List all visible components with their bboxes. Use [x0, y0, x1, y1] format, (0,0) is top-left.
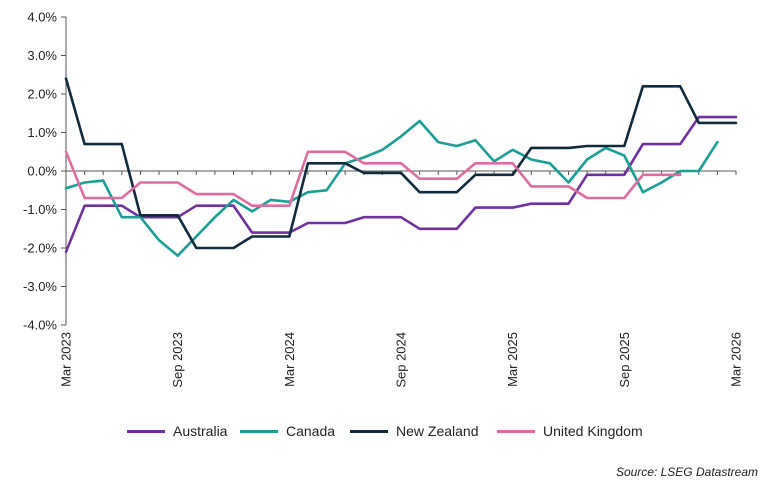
x-axis: Mar 2023 Sep 2023 Mar 2024 Sep 2024 Mar 2025…	[59, 170, 744, 388]
series-line-united-kingdom	[64, 150, 682, 207]
legend-item-united-kingdom: United Kingdom	[497, 420, 643, 442]
y-tick-label: -4.0%	[23, 318, 57, 333]
x-tick-label: Sep 2024	[394, 332, 409, 388]
legend-swatch-australia	[127, 429, 165, 433]
legend-label-new-zealand: New Zealand	[396, 423, 479, 439]
y-tick-label: -3.0%	[23, 279, 57, 294]
legend: Australia Canada New Zealand United King…	[0, 420, 768, 442]
y-tick-label: 1.0%	[27, 125, 57, 140]
y-tick-label: -2.0%	[23, 241, 57, 256]
x-tick-label: Mar 2023	[59, 332, 74, 387]
x-tick-label: Sep 2025	[617, 332, 632, 388]
y-axis: 4.0% 3.0% 2.0% 1.0% 0.0% -1.0% -2.0% -3.0% -4.0%	[23, 10, 67, 333]
y-tick-label: 0.0%	[27, 164, 57, 179]
x-tick-label: Mar 2026	[729, 332, 744, 387]
legend-label-united-kingdom: United Kingdom	[543, 423, 643, 439]
y-tick-label: -1.0%	[23, 202, 57, 217]
legend-label-canada: Canada	[286, 423, 336, 439]
legend-swatch-canada	[240, 429, 278, 433]
series-lines	[64, 77, 738, 257]
legend-swatch-united-kingdom	[497, 429, 535, 433]
series-line-new-zealand	[64, 77, 738, 250]
y-tick-label: 4.0%	[27, 10, 57, 25]
source-note: Source: LSEG Datastream	[615, 465, 758, 479]
legend-item-new-zealand: New Zealand	[350, 420, 479, 442]
x-tick-label: Sep 2023	[170, 332, 185, 388]
y-tick-label: 2.0%	[27, 87, 57, 102]
y-tick-label: 3.0%	[27, 48, 57, 63]
line-chart: 4.0% 3.0% 2.0% 1.0% 0.0% -1.0% -2.0% -3.0% -4.0%…	[23, 10, 744, 388]
legend-swatch-new-zealand	[350, 429, 388, 433]
x-tick-label: Mar 2025	[505, 332, 520, 387]
series-line-canada	[64, 119, 719, 257]
x-tick-label: Mar 2024	[282, 332, 297, 387]
legend-label-australia: Australia	[173, 423, 228, 439]
legend-item-australia: Australia	[127, 420, 227, 442]
legend-item-canada: Canada	[240, 420, 335, 442]
